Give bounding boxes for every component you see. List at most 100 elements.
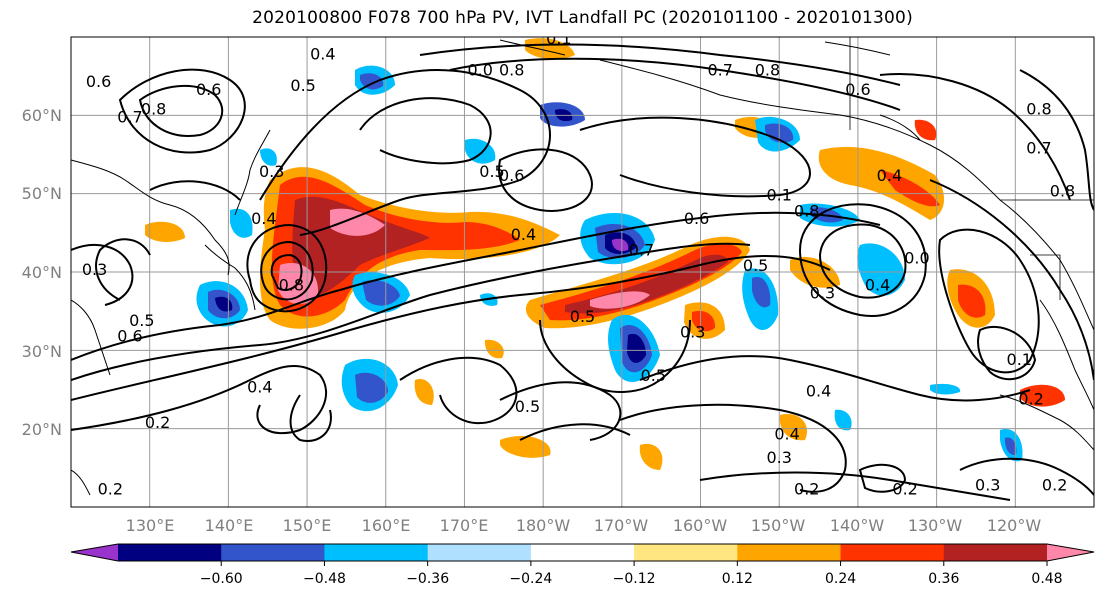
contour-line: [449, 57, 901, 111]
contour-line: [138, 84, 224, 137]
political-borders: [849, 37, 1094, 300]
contour-line: [879, 73, 1071, 201]
contour-label: 0.8: [499, 60, 524, 79]
map-content: 0.60.70.80.40.6 0.50.30.40.30.50.60.80.40…: [71, 29, 1094, 507]
contour-line: [270, 253, 303, 291]
contour-label: 0.1: [1007, 350, 1032, 369]
pv-anomaly-positive: [639, 443, 663, 470]
contour-label: 0.5: [515, 397, 540, 416]
contour-label: 0.6: [117, 327, 142, 346]
pv-anomaly-negative: [834, 409, 852, 431]
contour-label: 0.7: [707, 60, 732, 79]
lon-axis: 130°E 140°E 150°E 160°E 170°E 180°W 170°…: [126, 516, 1042, 535]
coastline-kamchatka: [499, 39, 566, 56]
contour-label: 0.8: [279, 276, 304, 295]
figure-title: 2020100800 F078 700 hPa PV, IVT Landfall…: [252, 8, 913, 28]
contour-label: 0.8: [1026, 99, 1051, 118]
contour-label: 0.4: [251, 209, 276, 228]
coastline-philippines: [71, 469, 91, 496]
contour-label: 0.6: [499, 166, 524, 185]
coastline-japan: [204, 244, 256, 311]
contour-line: [289, 394, 332, 442]
colorbar-tick-label: −0.48: [303, 571, 346, 587]
contour-line: [539, 319, 691, 393]
lon-tick-label: 180°W: [516, 516, 571, 535]
contour-label: 0.0: [467, 60, 492, 79]
pv-anomaly-negative: [930, 383, 961, 395]
colorbar-extend-high: [1047, 544, 1094, 561]
contour-label: 0.2: [145, 413, 170, 432]
contour-label: 0.2: [794, 479, 819, 498]
pv-anomaly-positive: [692, 310, 716, 332]
pv-shading: [145, 38, 1065, 470]
pv-contours: [71, 43, 1094, 501]
contour-label: 0.8: [1050, 182, 1075, 201]
contour-label: 0.7: [629, 240, 654, 259]
contour-line: [71, 254, 831, 401]
contour-label: 0.1: [767, 186, 792, 205]
pv-anomaly-negative: [360, 73, 384, 90]
contour-label: 0.3: [259, 162, 284, 181]
lat-tick-label: 20°N: [22, 420, 62, 439]
contour-line: [818, 223, 907, 299]
contour-label: 0.6: [196, 80, 221, 99]
pv-anomaly-positive: [914, 119, 937, 141]
lon-tick-label: 150°W: [751, 516, 806, 535]
colorbar-tick-label: 0.24: [825, 571, 856, 587]
lon-tick-label: 150°E: [283, 516, 332, 535]
contour-line: [359, 97, 492, 165]
contour-label: 0.6: [86, 72, 111, 91]
contour-label: 0.8: [794, 201, 819, 220]
pv-anomaly-positive: [1020, 384, 1065, 407]
contour-label: 0.1: [546, 29, 571, 48]
lat-tick-label: 50°N: [22, 184, 62, 203]
coastline-baja: [1039, 299, 1094, 411]
contour-label: 0.5: [479, 162, 504, 181]
lon-tick-label: 170°E: [440, 516, 489, 535]
coastline-bering: [824, 41, 891, 56]
contour-label: 0.5: [570, 307, 595, 326]
lon-tick-label: 170°W: [594, 516, 649, 535]
coastlines: [71, 39, 1094, 496]
colorbar-tick-label: −0.12: [613, 571, 656, 587]
contour-line: [938, 228, 1040, 374]
contour-label: 0.5: [743, 256, 768, 275]
lon-tick-label: 160°E: [362, 516, 411, 535]
contour-line: [399, 356, 518, 425]
contour-label: 0.4: [247, 378, 272, 397]
colorbar-tick-label: −0.60: [200, 571, 243, 587]
colorbar-outline: [70, 543, 1095, 562]
contour-label: 0.4: [865, 276, 890, 295]
pv-anomaly-negative: [362, 280, 400, 306]
contour-label: 0.5: [129, 311, 154, 330]
pv-anomaly-negative: [1005, 437, 1017, 456]
contour-label: 0.2: [98, 479, 123, 498]
lon-tick-label: 130°E: [126, 516, 175, 535]
contour-label: 0.3: [810, 284, 835, 303]
colorbar-tick-label: 0.12: [722, 571, 753, 587]
contour-label: 0.4: [806, 381, 831, 400]
contour-line: [959, 457, 1094, 496]
contour-line: [498, 148, 593, 212]
contour-line: [519, 423, 631, 441]
pv-anomaly-positive: [880, 170, 940, 207]
contour-label: 0.6: [845, 80, 870, 99]
contour-line: [579, 116, 811, 198]
contour-label: 0.3: [82, 260, 107, 279]
contour-label: 0.2: [892, 479, 917, 498]
contour-label: 0.7: [1026, 139, 1051, 158]
contour-line: [639, 355, 1031, 402]
lon-tick-label: 160°W: [673, 516, 728, 535]
contour-line: [118, 68, 246, 154]
contour-label: 0.2: [1018, 389, 1043, 408]
pv-anomaly-negative: [857, 243, 905, 296]
pv-anomaly-negative: [230, 208, 253, 238]
map-frame: [70, 36, 1095, 508]
contour-label: 0.5: [641, 366, 666, 385]
contour-line: [499, 381, 622, 441]
lat-tick-label: 30°N: [22, 342, 62, 361]
contour-label: 0.2: [1042, 475, 1067, 494]
pv-anomaly-positive: [779, 414, 808, 441]
contour-line: [419, 43, 901, 86]
